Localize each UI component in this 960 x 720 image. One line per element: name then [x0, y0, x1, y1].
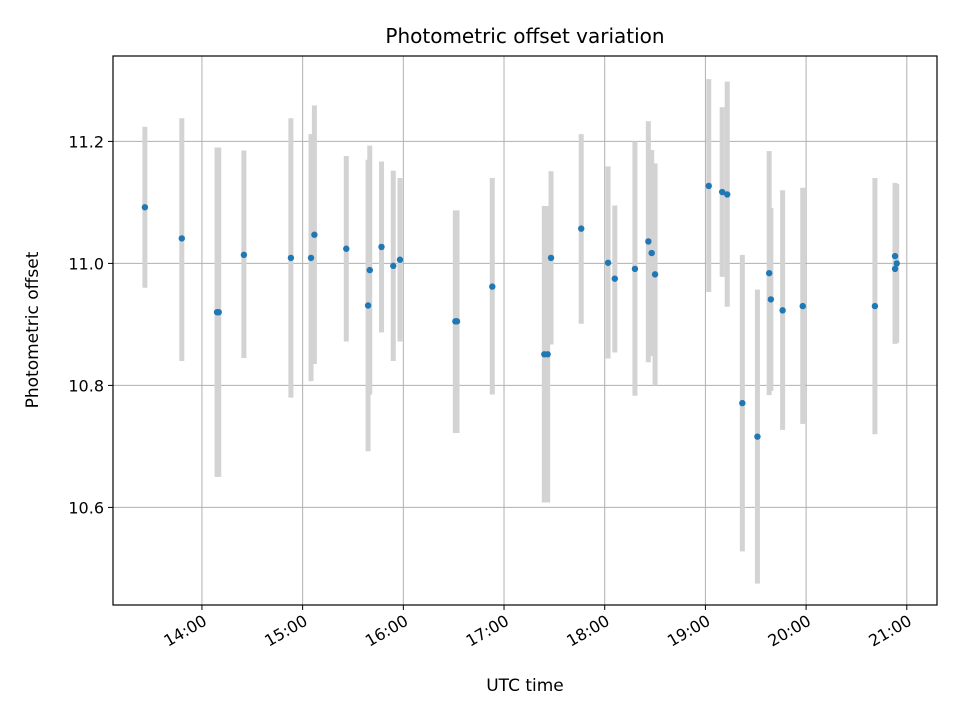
data-point: [645, 238, 652, 245]
x-axis-title: UTC time: [486, 676, 564, 696]
data-point: [364, 302, 372, 309]
data-point: [611, 275, 618, 282]
data-point: [754, 433, 761, 440]
y-tick-label: 10.8: [68, 376, 104, 395]
data-point: [544, 351, 551, 358]
data-point: [178, 235, 186, 242]
data-point: [799, 302, 806, 310]
y-tick-label: 10.6: [68, 498, 104, 517]
y-axis-title: Photometric offset: [23, 251, 43, 408]
data-point: [396, 256, 404, 263]
data-point: [891, 252, 899, 260]
data-point: [287, 254, 295, 262]
data-point: [307, 254, 315, 262]
data-point: [578, 225, 585, 232]
data-point: [366, 266, 373, 274]
data-point: [739, 399, 746, 407]
data-point: [705, 182, 712, 190]
y-axis: 10.6 10.8 11.0 11.2: [68, 132, 113, 517]
data-point: [779, 307, 786, 314]
data-point: [718, 188, 726, 196]
data-point: [215, 309, 222, 316]
data-point: [489, 283, 496, 290]
data-point: [724, 191, 731, 198]
data-point: [648, 249, 655, 257]
data-point: [343, 245, 350, 252]
plot-frame: [112, 55, 938, 606]
data-point: [311, 231, 318, 238]
data-point: [453, 318, 461, 325]
data-point: [631, 265, 639, 273]
data-point: [651, 271, 659, 278]
data-point: [390, 262, 397, 270]
data-point: [765, 269, 773, 277]
data-points: [141, 182, 900, 440]
data-point: [767, 296, 775, 303]
data-point: [604, 259, 612, 266]
data-point: [893, 260, 900, 267]
y-tick-label: 11.0: [68, 254, 104, 273]
data-point: [141, 204, 149, 211]
chart-title: Photometric offset variation: [385, 24, 664, 48]
data-point: [378, 243, 385, 251]
data-point: [871, 302, 879, 310]
grid: [113, 56, 937, 605]
data-point: [547, 254, 555, 262]
y-tick-label: 11.2: [68, 132, 104, 151]
data-point: [891, 265, 899, 273]
data-point: [240, 251, 248, 259]
